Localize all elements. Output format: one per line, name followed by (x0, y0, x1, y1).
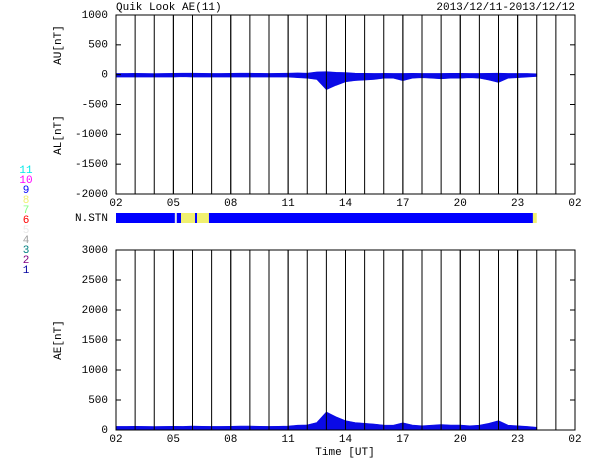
x-tick-label: 08 (224, 434, 237, 446)
station-segment (194, 213, 198, 223)
y-tick-label: 500 (88, 40, 108, 52)
legend-entry: 9 (23, 185, 30, 197)
legend-entry: 2 (23, 255, 30, 267)
x-tick-label: 17 (396, 198, 409, 210)
x-tick-label: 14 (339, 198, 353, 210)
station-segment (174, 213, 177, 223)
y-tick-label: -1000 (75, 129, 108, 141)
y-tick-label: -2000 (75, 189, 108, 201)
y-tick-label: 1500 (82, 335, 108, 347)
x-tick-label: 02 (109, 198, 122, 210)
x-tick-label: 05 (167, 198, 180, 210)
y-tick-label: 500 (88, 395, 108, 407)
x-tick-label: 20 (454, 198, 467, 210)
station-segment (532, 213, 537, 223)
station-segment (116, 213, 175, 223)
y-tick-label: 2000 (82, 305, 108, 317)
y-tick-label: 0 (101, 425, 108, 437)
x-tick-label: 23 (511, 198, 524, 210)
x-tick-label: 11 (282, 434, 296, 446)
y-axis-label: AE[nT] (53, 320, 65, 360)
x-tick-label: 05 (167, 434, 180, 446)
y-tick-label: 2500 (82, 275, 108, 287)
x-tick-label: 20 (454, 434, 467, 446)
station-segment (197, 213, 209, 223)
y-tick-label: 3000 (82, 245, 108, 257)
x-tick-label: 02 (568, 434, 581, 446)
y-axis-label: AL[nT] (53, 115, 65, 155)
legend-entry: 5 (23, 225, 30, 237)
legend-entry: 4 (23, 235, 30, 247)
legend-entry: 7 (23, 205, 30, 217)
y-tick-label: 0 (101, 70, 108, 82)
y-axis-label: AU[nT] (53, 25, 65, 65)
x-tick-label: 14 (339, 434, 353, 446)
y-tick-label: -500 (82, 99, 108, 111)
x-axis-label: Time [UT] (315, 447, 374, 459)
nstn-label: N.STN (75, 213, 108, 225)
legend-entry: 6 (23, 215, 30, 227)
legend-entry: 8 (23, 195, 30, 207)
station-segment (208, 213, 533, 223)
y-tick-label: 1000 (82, 10, 108, 22)
x-tick-label: 02 (568, 198, 581, 210)
x-tick-label: 02 (109, 434, 122, 446)
station-segment (181, 213, 195, 223)
x-tick-label: 17 (396, 434, 409, 446)
x-tick-label: 11 (282, 198, 296, 210)
legend-entry: 1 (23, 265, 30, 277)
legend-entry: 3 (23, 245, 30, 257)
legend-entry: 10 (19, 175, 32, 187)
x-tick-label: 23 (511, 434, 524, 446)
station-segment (176, 213, 182, 223)
y-tick-label: -1500 (75, 159, 108, 171)
plot-frame (115, 14, 576, 195)
date-range: 2013/12/11-2013/12/12 (436, 2, 575, 14)
chart-title: Quik Look AE(11) (116, 2, 222, 14)
x-tick-label: 08 (224, 198, 237, 210)
legend-entry: 11 (19, 165, 33, 177)
y-tick-label: 1000 (82, 365, 108, 377)
plot-frame (115, 249, 576, 431)
